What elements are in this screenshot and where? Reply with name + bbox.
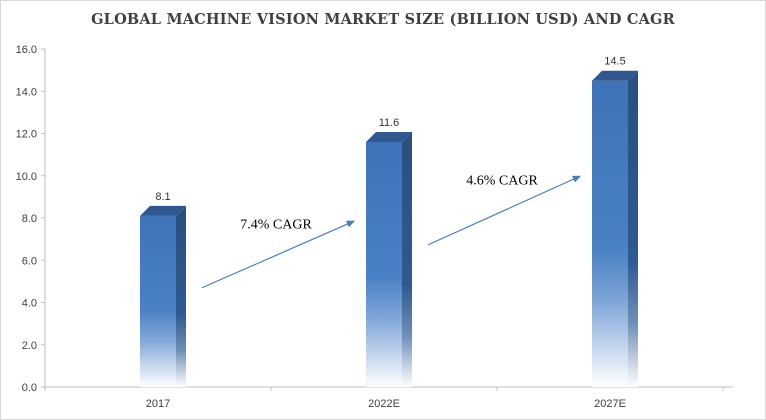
bar-front [140,215,176,387]
cagr-annotation: 7.4% CAGR [201,217,356,289]
bar-front [592,80,628,387]
y-tick-label: 6.0 [22,255,37,267]
cagr-label: 4.6% CAGR [466,174,538,189]
bar [366,131,412,387]
axes: 0.0 2.0 4.0 6.0 8.0 10.0 12.0 14.0 16.0 2017 2022E… [16,44,733,410]
bar-side [176,205,186,387]
bar [140,205,186,387]
y-tick-label: 10.0 [16,171,37,183]
y-tick-label: 12.0 [16,129,37,141]
cagr-arrow [201,220,356,289]
y-tick-label: 4.0 [22,298,37,310]
bar [592,70,638,387]
bar-side [402,131,412,387]
x-tick-label: 2022E [368,398,400,410]
cagr-annotation: 4.6% CAGR [427,174,582,246]
chart-title: GLOBAL MACHINE VISION MARKET SIZE (BILLI… [91,11,675,28]
x-tick-label: 2027E [594,398,626,410]
bar-front [366,141,402,387]
bar-side [628,70,638,387]
bar-top [366,131,412,142]
cagr-arrow [427,175,582,246]
cagr-label: 7.4% CAGR [240,217,312,232]
y-tick-label: 2.0 [22,340,37,352]
y-tick-label: 0.0 [22,382,37,394]
data-label: 14.5 [604,56,625,68]
bars: 8.1 11.6 14.5 [140,56,638,387]
bar-top [140,205,186,216]
data-label: 11.6 [379,117,400,129]
y-tick-label: 8.0 [22,213,37,225]
y-tick-label: 14.0 [16,86,37,98]
bar-top [592,70,638,81]
data-label: 8.1 [155,191,170,203]
y-tick-label: 16.0 [16,44,37,56]
cagr-annotations: 7.4% CAGR 4.6% CAGR [201,174,582,289]
x-tick-label: 2017 [146,398,170,410]
